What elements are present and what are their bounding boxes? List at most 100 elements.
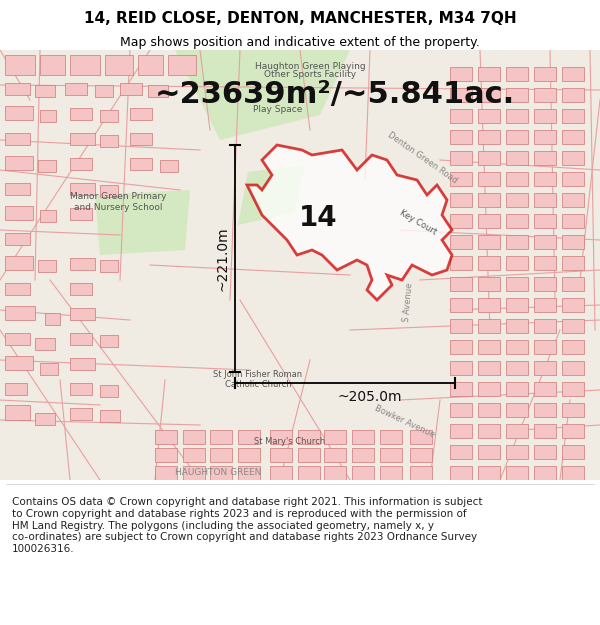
- Bar: [506, 403, 528, 417]
- Bar: [562, 298, 584, 312]
- Bar: [562, 361, 584, 375]
- Bar: [534, 193, 556, 207]
- Bar: [534, 298, 556, 312]
- Bar: [155, 448, 177, 462]
- Bar: [40, 55, 65, 75]
- Bar: [120, 83, 142, 95]
- Bar: [5, 133, 30, 145]
- Bar: [506, 277, 528, 291]
- Polygon shape: [175, 50, 350, 140]
- Bar: [562, 151, 584, 165]
- Bar: [534, 340, 556, 354]
- Bar: [478, 361, 500, 375]
- Bar: [562, 214, 584, 228]
- Bar: [238, 466, 260, 480]
- Bar: [478, 151, 500, 165]
- Bar: [138, 55, 163, 75]
- Bar: [70, 133, 95, 145]
- Text: 14: 14: [299, 204, 337, 232]
- Text: Manor Green Primary
and Nursery School: Manor Green Primary and Nursery School: [70, 192, 166, 212]
- Bar: [506, 67, 528, 81]
- Bar: [506, 466, 528, 480]
- Bar: [450, 151, 472, 165]
- Bar: [70, 408, 92, 420]
- Bar: [5, 156, 33, 170]
- Bar: [534, 403, 556, 417]
- Bar: [450, 340, 472, 354]
- Bar: [130, 158, 152, 170]
- Bar: [65, 83, 87, 95]
- Bar: [534, 319, 556, 333]
- Bar: [5, 306, 35, 320]
- Bar: [534, 67, 556, 81]
- Bar: [562, 130, 584, 144]
- Bar: [534, 466, 556, 480]
- Text: Play Space: Play Space: [253, 105, 302, 114]
- Bar: [506, 151, 528, 165]
- Bar: [100, 135, 118, 147]
- Bar: [478, 403, 500, 417]
- Bar: [478, 340, 500, 354]
- Bar: [478, 424, 500, 438]
- Bar: [5, 206, 33, 220]
- Bar: [45, 313, 60, 325]
- Bar: [380, 448, 402, 462]
- Bar: [5, 106, 33, 120]
- Bar: [534, 130, 556, 144]
- Bar: [100, 335, 118, 347]
- Bar: [478, 382, 500, 396]
- Bar: [450, 445, 472, 459]
- Bar: [450, 277, 472, 291]
- Bar: [5, 183, 30, 195]
- Bar: [506, 214, 528, 228]
- Bar: [38, 260, 56, 272]
- Bar: [100, 185, 118, 197]
- Bar: [298, 448, 320, 462]
- Bar: [352, 448, 374, 462]
- Bar: [534, 172, 556, 186]
- Bar: [70, 158, 92, 170]
- Bar: [506, 172, 528, 186]
- Text: Other Sports Facility: Other Sports Facility: [264, 70, 356, 79]
- Bar: [410, 430, 432, 444]
- Bar: [380, 430, 402, 444]
- Bar: [70, 308, 95, 320]
- Bar: [562, 466, 584, 480]
- Bar: [270, 448, 292, 462]
- Bar: [534, 277, 556, 291]
- Bar: [450, 193, 472, 207]
- Bar: [534, 256, 556, 270]
- Bar: [70, 108, 92, 120]
- Bar: [506, 424, 528, 438]
- Bar: [450, 256, 472, 270]
- Bar: [40, 110, 56, 122]
- Bar: [5, 333, 30, 345]
- Text: Haughton Green Playing: Haughton Green Playing: [254, 62, 365, 71]
- Bar: [148, 85, 168, 97]
- Bar: [35, 85, 55, 97]
- Bar: [40, 363, 58, 375]
- Text: HAUGHTON GREEN: HAUGHTON GREEN: [175, 468, 262, 477]
- Text: ~221.0m: ~221.0m: [215, 226, 229, 291]
- Bar: [562, 445, 584, 459]
- Bar: [450, 67, 472, 81]
- Bar: [100, 110, 118, 122]
- Bar: [95, 85, 113, 97]
- Bar: [35, 338, 55, 350]
- Bar: [35, 413, 55, 425]
- Bar: [70, 55, 100, 75]
- Bar: [210, 430, 232, 444]
- Polygon shape: [238, 165, 305, 225]
- Bar: [534, 445, 556, 459]
- Text: Contains OS data © Crown copyright and database right 2021. This information is : Contains OS data © Crown copyright and d…: [12, 498, 482, 554]
- Bar: [183, 448, 205, 462]
- Bar: [5, 383, 27, 395]
- Bar: [534, 361, 556, 375]
- Bar: [506, 298, 528, 312]
- Bar: [506, 88, 528, 102]
- Bar: [506, 319, 528, 333]
- Bar: [534, 424, 556, 438]
- Bar: [40, 210, 56, 222]
- Bar: [562, 193, 584, 207]
- Bar: [70, 258, 95, 270]
